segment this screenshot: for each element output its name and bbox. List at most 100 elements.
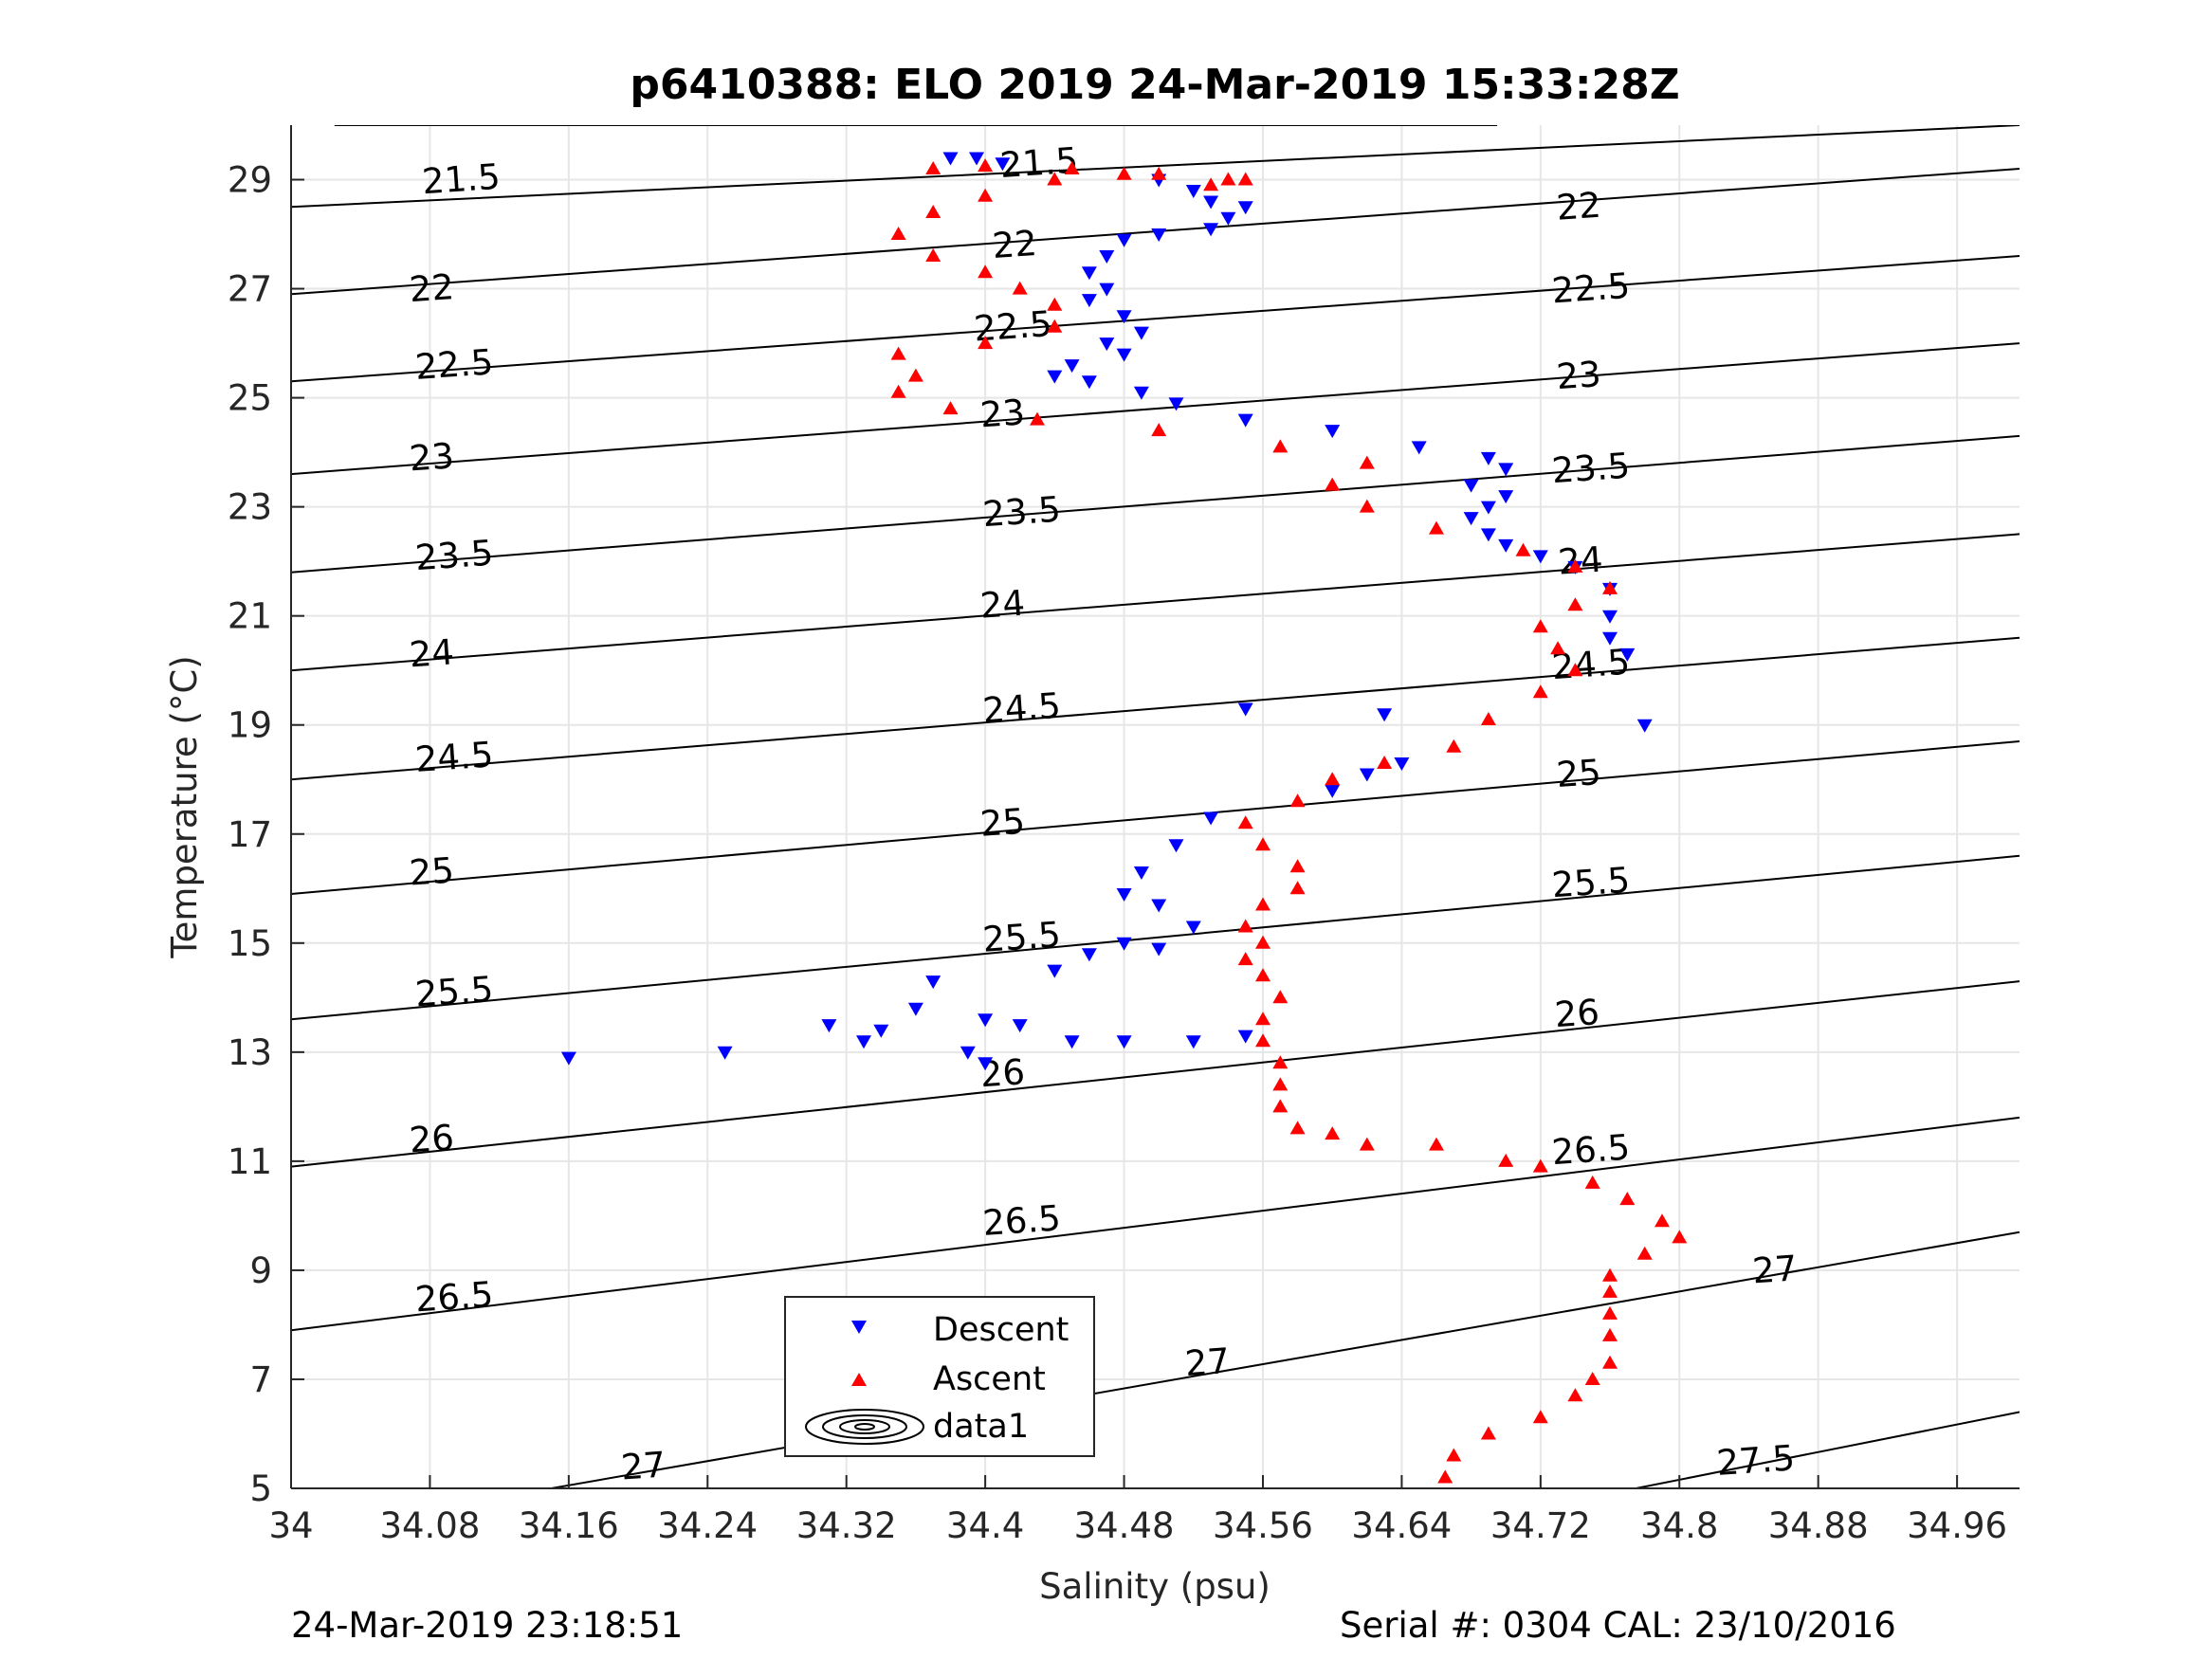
descent-point (1185, 1035, 1201, 1049)
y-tick-label: 29 (228, 160, 272, 201)
x-tick-label: 34.32 (796, 1505, 897, 1546)
ascent-point (1377, 756, 1393, 769)
ascent-point (890, 384, 906, 398)
ascent-point (1272, 1077, 1289, 1091)
descent-point (1203, 811, 1219, 826)
ascent-point (1567, 1388, 1583, 1402)
ascent-point (1498, 1153, 1514, 1167)
data-points (560, 152, 1688, 1484)
descent-point (1203, 223, 1219, 237)
descent-point (942, 152, 959, 166)
x-axis-label: Salinity (psu) (1039, 1566, 1271, 1607)
descent-point (1602, 610, 1618, 624)
ascent-point (1359, 455, 1375, 469)
y-tick-label: 23 (228, 487, 272, 528)
ascent-point (978, 158, 994, 173)
descent-point (1116, 937, 1132, 951)
y-tick-label: 19 (228, 705, 272, 746)
ascent-point (1012, 281, 1028, 295)
density-contour-label: 27 (1183, 1340, 1231, 1384)
ascent-point (1289, 793, 1306, 808)
descent-point (1151, 899, 1167, 913)
descent-point (1325, 425, 1341, 439)
density-contour-label: 27 (620, 1444, 667, 1487)
density-contour-label: 24 (408, 631, 455, 675)
ascent-point (1654, 1213, 1670, 1228)
descent-point (1151, 942, 1167, 957)
x-tick-label: 34.96 (1907, 1505, 2007, 1546)
density-contour-label: 24 (978, 583, 1026, 627)
ascent-point (1272, 439, 1289, 453)
ascent-point (1602, 580, 1618, 594)
ascent-point (1255, 837, 1271, 851)
ascent-point (978, 188, 994, 202)
density-contour-label: 25.5 (413, 969, 494, 1015)
legend-ascent-label: Ascent (933, 1360, 1046, 1398)
density-contour-label: 23 (978, 392, 1026, 435)
chart-title: p6410388: ELO 2019 24-Mar-2019 15:33:28Z (630, 61, 1679, 109)
ascent-point (1151, 166, 1167, 180)
density-contour-label: 21.5 (998, 139, 1079, 186)
descent-point (873, 1024, 889, 1038)
ascent-point (1602, 1327, 1618, 1341)
descent-point (1325, 784, 1341, 798)
density-contour-line (291, 980, 2020, 1168)
legend-ascent-marker (851, 1373, 867, 1386)
descent-point (995, 157, 1011, 172)
y-tick-label: 7 (249, 1359, 272, 1400)
ascent-point (1584, 1372, 1600, 1385)
x-tick-label: 34.56 (1213, 1505, 1313, 1546)
density-contour-line (291, 740, 2020, 895)
descent-point (1636, 719, 1653, 733)
ascent-point (1047, 297, 1063, 311)
density-contour-label: 25.5 (981, 914, 1062, 960)
density-contour-label: 24.5 (981, 685, 1062, 732)
descent-point (1064, 1035, 1080, 1049)
footer-timestamp: 24-Mar-2019 23:18:51 (291, 1605, 684, 1646)
descent-point (1081, 266, 1097, 281)
x-tick-label: 34.4 (946, 1505, 1024, 1546)
descent-point (1498, 463, 1514, 477)
x-tick-label: 34.24 (657, 1505, 758, 1546)
descent-point (1116, 233, 1132, 247)
density-contour-line (291, 434, 2020, 574)
ascent-point (907, 368, 923, 382)
descent-point (1377, 708, 1393, 722)
density-contour-label: 23 (1555, 354, 1602, 397)
descent-point (1047, 370, 1063, 384)
density-contour-label: 25 (1555, 752, 1602, 795)
density-contour-line (291, 1116, 2020, 1332)
ascent-point (1220, 172, 1236, 186)
ascent-point (1325, 1126, 1341, 1140)
ascent-point (1289, 881, 1306, 895)
ascent-point (1359, 1137, 1375, 1151)
density-contour-label: 26.5 (1550, 1127, 1631, 1174)
density-contour-line (291, 255, 2020, 383)
descent-point (1151, 228, 1167, 242)
ascent-point (1047, 172, 1063, 186)
density-contour-line (291, 342, 2020, 476)
plot-area (291, 125, 2020, 1488)
ascent-point (1272, 1099, 1289, 1113)
descent-point (1081, 375, 1097, 390)
ascent-point (890, 346, 906, 360)
descent-point (1602, 631, 1618, 646)
density-contour-label: 27.5 (1715, 1437, 1796, 1484)
ascent-point (925, 205, 941, 218)
legend-data1-label: data1 (933, 1408, 1029, 1446)
ascent-point (1515, 542, 1531, 556)
x-tick-label: 34.8 (1640, 1505, 1718, 1546)
x-tick-label: 34.64 (1351, 1505, 1452, 1546)
descent-point (1237, 702, 1253, 717)
ascent-point (1446, 1448, 1462, 1462)
ascent-point (1480, 712, 1496, 725)
density-contour-label: 26.5 (413, 1274, 494, 1321)
y-tick-label: 11 (228, 1141, 272, 1182)
descent-point (717, 1046, 733, 1060)
ascent-point (1325, 772, 1341, 786)
descent-point (1411, 441, 1427, 455)
descent-point (978, 1057, 994, 1071)
descent-point (1619, 647, 1636, 662)
ascent-point (1289, 859, 1306, 873)
